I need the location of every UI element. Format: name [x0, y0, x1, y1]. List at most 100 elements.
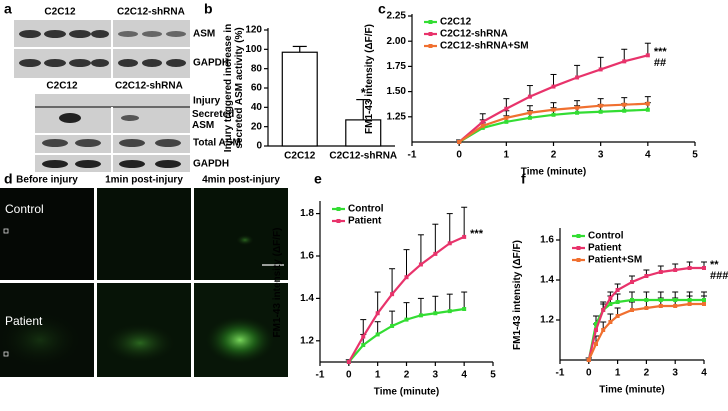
panel-label: d: [4, 171, 13, 187]
point: [527, 115, 532, 120]
point: [480, 119, 485, 124]
point: [601, 308, 606, 312]
annotation: *: [361, 85, 367, 100]
x-tick-label: 2: [551, 150, 557, 161]
point: [598, 67, 603, 72]
column-label: 4min post-injury: [202, 175, 280, 186]
legend-label: Control: [588, 231, 624, 242]
row-label: Secreted ASM: [192, 109, 235, 131]
point: [687, 302, 692, 306]
point: [433, 311, 438, 316]
legend-marker: [428, 32, 433, 36]
y-axis-label-box: FM1-43 intensity (ΔF/F): [272, 227, 283, 338]
point: [504, 115, 509, 120]
series-line: [587, 266, 704, 361]
legend-marker: [336, 207, 341, 211]
y-axis-label: FM1-43 intensity (ΔF/F): [272, 227, 283, 338]
x-tick-label: 1: [615, 368, 621, 379]
column-label: 1min post-injury: [105, 175, 183, 186]
x-tick-label: 1: [375, 370, 381, 381]
point: [615, 300, 620, 304]
point: [457, 140, 462, 144]
x-tick-label: 0: [456, 150, 462, 161]
x-axis-label: Time (minute): [374, 387, 439, 398]
y-tick-label: 40: [251, 102, 263, 113]
x-tick-label: 4: [645, 150, 651, 161]
x-tick-label: -1: [316, 370, 325, 381]
row-label: Patient: [5, 314, 43, 328]
annotation: ***: [470, 228, 484, 240]
point: [594, 328, 598, 332]
row-label: GAPDH: [193, 58, 229, 69]
x-tick-label: -1: [408, 150, 417, 161]
panel-label: b: [204, 1, 213, 17]
legend-marker: [428, 20, 433, 24]
point: [702, 266, 706, 270]
point: [504, 106, 509, 111]
point: [598, 103, 603, 108]
point: [630, 298, 634, 302]
x-tick-label: 3: [433, 370, 439, 381]
group-label: C2C12: [46, 81, 78, 92]
panel-label: a: [4, 1, 12, 17]
y-axis-label: Injury triggered increase in secreted AS…: [223, 23, 245, 153]
panel-d: d Before injury 1min post-injury 4min po…: [0, 171, 288, 377]
y-tick-label: 60: [251, 83, 263, 94]
point: [687, 266, 692, 270]
point: [361, 334, 366, 339]
panel-label: c: [378, 1, 386, 17]
point: [658, 270, 663, 274]
point: [644, 306, 649, 310]
point: [630, 308, 634, 312]
point: [480, 123, 485, 128]
micrograph: [0, 188, 94, 280]
point: [645, 53, 650, 58]
y-tick-label: 100: [245, 44, 262, 55]
y-tick-label: 0: [256, 141, 262, 152]
point: [658, 298, 663, 302]
x-tick-label: 2: [644, 368, 650, 379]
point: [687, 298, 692, 302]
x-tick-label: 5: [490, 370, 496, 381]
column-label: Before injury: [16, 175, 78, 186]
y-tick-label: 1.50: [387, 86, 407, 97]
x-tick-label: 2: [404, 370, 410, 381]
point: [575, 75, 580, 80]
group-label: C2C12-shRNA: [117, 7, 185, 18]
point: [551, 107, 556, 112]
legend-label: Control: [348, 204, 384, 215]
point: [375, 332, 380, 337]
x-tick-label: 4: [701, 368, 707, 379]
point: [601, 328, 606, 332]
point: [598, 109, 603, 114]
point: [594, 342, 598, 346]
point: [645, 107, 650, 112]
x-axis-label: Time (minute): [599, 385, 664, 396]
point: [630, 280, 634, 284]
point: [615, 288, 620, 292]
point: [644, 298, 649, 302]
y-tick-label: 1.4: [540, 275, 554, 286]
x-tick-label: 0: [346, 370, 352, 381]
point: [527, 110, 532, 115]
y-axis-label: FM1-43 intensity (ΔF/F): [512, 240, 523, 350]
legend-label: C2C12-shRNA: [440, 29, 508, 40]
point: [575, 105, 580, 110]
legend-marker: [428, 44, 433, 48]
row-label-box: Secreted ASM: [192, 109, 235, 131]
legend-marker: [576, 246, 581, 250]
legend-label: Patient: [348, 216, 382, 227]
group-label: C2C12-shRNA: [115, 81, 183, 92]
point: [608, 302, 613, 306]
point: [702, 298, 706, 302]
y-tick-label: 1.8: [300, 208, 314, 219]
legend-label: Patient: [588, 243, 622, 254]
annotation: ###: [710, 270, 728, 282]
annotation: **: [710, 259, 719, 271]
point: [586, 358, 591, 362]
series-line: [458, 54, 649, 143]
point: [615, 314, 620, 318]
point: [644, 274, 649, 278]
y-tick-label: 1.25: [387, 111, 407, 122]
